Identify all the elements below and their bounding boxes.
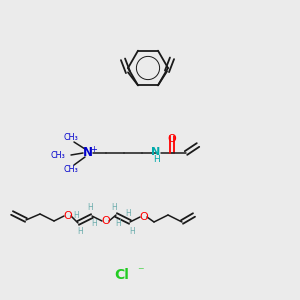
- Text: O: O: [140, 212, 148, 222]
- Text: O: O: [64, 211, 72, 221]
- Text: ⁻: ⁻: [137, 266, 143, 278]
- Text: N: N: [152, 147, 160, 157]
- Text: Cl: Cl: [115, 268, 129, 282]
- Text: CH₃: CH₃: [64, 166, 78, 175]
- Text: +: +: [91, 145, 98, 154]
- Text: H: H: [111, 202, 117, 211]
- Text: H: H: [125, 209, 131, 218]
- Text: CH₃: CH₃: [50, 151, 65, 160]
- Text: O: O: [102, 216, 110, 226]
- Text: H: H: [115, 218, 121, 227]
- Text: O: O: [168, 134, 176, 144]
- Text: CH₃: CH₃: [64, 133, 78, 142]
- Text: H: H: [87, 203, 93, 212]
- Text: H: H: [91, 220, 97, 229]
- Text: H: H: [77, 227, 83, 236]
- Text: H: H: [73, 211, 79, 220]
- Text: H: H: [129, 226, 135, 236]
- Text: N: N: [83, 146, 93, 160]
- Text: H: H: [153, 154, 159, 164]
